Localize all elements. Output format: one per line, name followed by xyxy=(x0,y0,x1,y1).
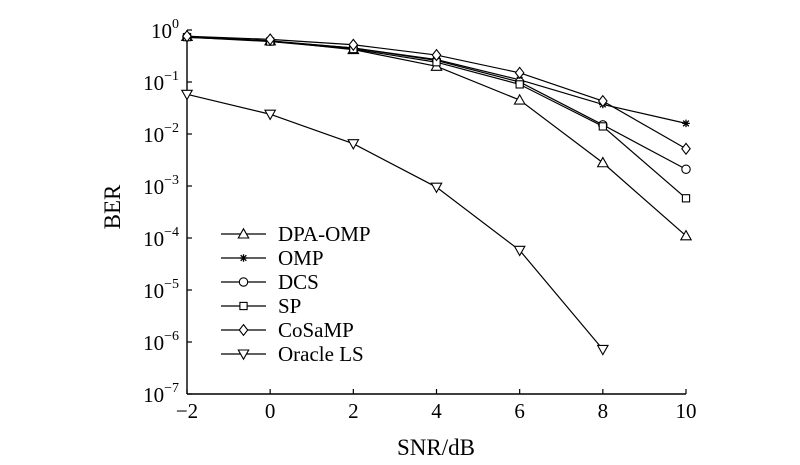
y-axis-label: BER xyxy=(100,184,125,229)
legend-item: DPA-OMP xyxy=(221,222,371,246)
series-line xyxy=(186,93,604,350)
legend-marker xyxy=(238,277,249,287)
data-point xyxy=(681,142,691,156)
legend-marker xyxy=(238,323,249,337)
data-point xyxy=(597,94,608,108)
legend-label: Oracle LS xyxy=(278,342,364,366)
y-tick-label: 10−1 xyxy=(143,69,179,95)
data-point xyxy=(513,245,526,257)
legend-label: DCS xyxy=(278,270,319,294)
y-tick-label: 10−4 xyxy=(143,225,179,251)
data-point xyxy=(431,48,442,62)
series-cosamp xyxy=(182,29,691,156)
legend-label: SP xyxy=(278,294,301,318)
legend-label: CoSaMP xyxy=(278,318,354,342)
data-point xyxy=(347,139,360,151)
data-point xyxy=(182,29,192,43)
legend-marker xyxy=(237,349,250,361)
y-tick-label: 10−5 xyxy=(143,277,179,303)
legend-label: OMP xyxy=(278,246,324,270)
legend-item: SP xyxy=(221,294,301,318)
data-point xyxy=(348,38,359,52)
data-point xyxy=(682,119,690,128)
x-tick-label: 2 xyxy=(348,399,359,423)
y-tick-label: 10−3 xyxy=(143,173,179,199)
data-point xyxy=(598,122,607,131)
legend-item: OMP xyxy=(221,246,324,270)
data-point xyxy=(596,156,609,168)
data-point xyxy=(264,109,277,121)
x-tick-label: 10 xyxy=(676,399,697,423)
axes: −2 0 2 4 6 8 10 100 10−1 10−2 10−3 10−4 10−5 10−6 10−7 xyxy=(143,17,696,423)
data-point xyxy=(180,89,194,101)
data-point xyxy=(513,93,526,105)
x-tick-label: 6 xyxy=(514,399,525,423)
legend-item: DCS xyxy=(221,270,319,294)
y-tick-label: 100 xyxy=(151,17,179,43)
data-point xyxy=(681,194,691,203)
legend-item: Oracle LS xyxy=(221,342,364,366)
data-point xyxy=(430,182,443,194)
x-tick-label: −2 xyxy=(176,399,198,423)
data-point xyxy=(596,344,609,356)
y-tick-label: 10−6 xyxy=(143,329,179,355)
legend-marker xyxy=(239,254,248,262)
legend-label: DPA-OMP xyxy=(278,222,371,246)
data-point xyxy=(679,229,693,241)
legend-marker xyxy=(237,227,250,239)
x-axis-label: SNR/dB xyxy=(397,435,475,460)
data-point xyxy=(681,164,691,174)
y-tick-label: 10−2 xyxy=(143,121,179,147)
series-layer xyxy=(180,29,693,356)
data-point xyxy=(515,80,524,89)
legend-item: CoSaMP xyxy=(221,318,354,342)
x-tick-label: 0 xyxy=(265,399,276,423)
data-point xyxy=(265,33,276,46)
series-omp xyxy=(183,33,690,128)
x-tick-label: 4 xyxy=(431,399,442,423)
legend-marker xyxy=(239,301,248,311)
y-tick-label: 10−7 xyxy=(143,381,179,407)
x-tick-label: 8 xyxy=(598,399,609,423)
data-point xyxy=(514,66,525,80)
series-oracle-ls xyxy=(180,89,609,356)
